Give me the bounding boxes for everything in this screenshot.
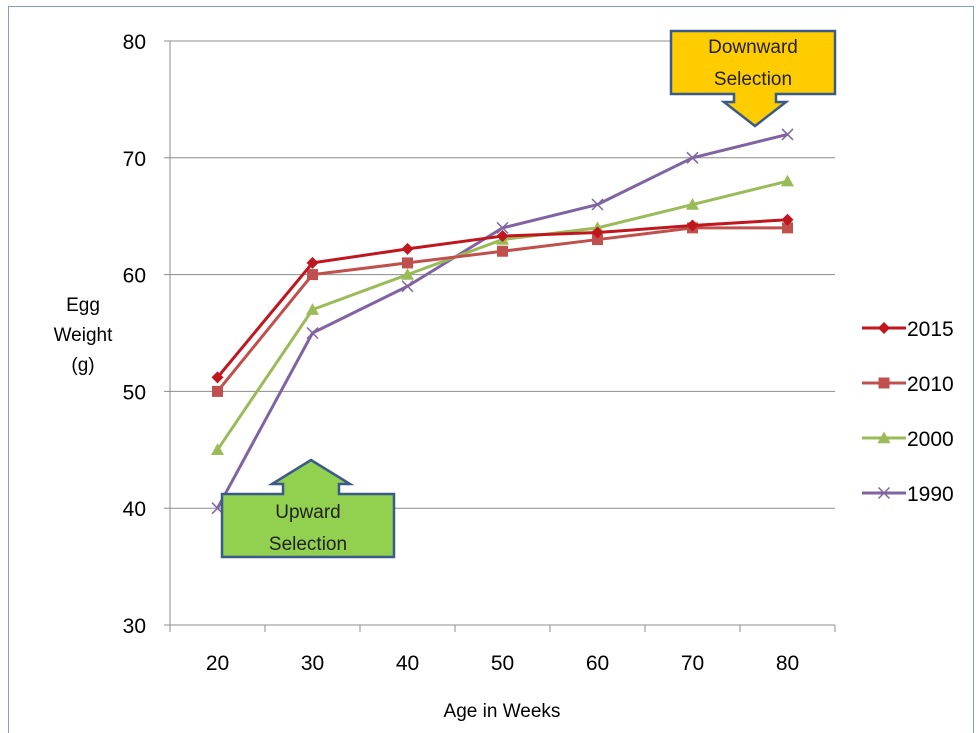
- axes: [164, 40, 836, 632]
- legend-marker-2015: [878, 322, 890, 334]
- y-tick-label-80: 80: [123, 31, 146, 54]
- x-tick-label-80: 80: [776, 652, 799, 675]
- point-2015-20: [211, 371, 224, 384]
- y-tick-label-40: 40: [123, 498, 146, 521]
- y-tick-label-60: 60: [123, 265, 146, 288]
- legend: 2015 2010 2000 1990: [862, 318, 954, 506]
- y-tick-label-30: 30: [123, 615, 146, 638]
- legend-label-1990: 1990: [907, 483, 954, 506]
- point-2010-80: [782, 222, 793, 234]
- y-tick-label-50: 50: [123, 381, 146, 404]
- y-axis-title-line-1: Egg: [66, 295, 100, 316]
- point-2015-30: [306, 256, 319, 269]
- point-2010-30: [307, 269, 318, 281]
- downward-selection-callout: Downward Selection: [669, 29, 837, 128]
- downward-callout-line-1: Downward: [708, 37, 798, 58]
- point-2015-50: [496, 230, 509, 243]
- point-2010-20: [212, 385, 223, 397]
- y-axis-title-line-3: (g): [71, 355, 94, 376]
- point-1990-80: [781, 128, 794, 141]
- upward-callout-line-2: Selection: [269, 534, 347, 555]
- point-2010-40: [402, 257, 413, 269]
- legend-marker-1990: [877, 486, 891, 500]
- series-2015: [211, 213, 794, 384]
- point-2010-50: [497, 245, 508, 257]
- tick-labels: 30 40 50 60 70 80 20 30 40 50 60 70 80: [123, 31, 800, 675]
- point-1990-50-stroke-b: [496, 221, 509, 234]
- series-2010: [212, 222, 793, 397]
- point-1990-80-stroke-b: [781, 128, 794, 141]
- point-1990-60-stroke-b: [591, 198, 604, 211]
- series-line-2000: [216, 179, 788, 451]
- y-tick-label-70: 70: [123, 148, 146, 171]
- x-tick-label-40: 40: [396, 652, 419, 675]
- chart-frame: [8, 6, 974, 733]
- point-2010-60: [592, 234, 603, 246]
- x-axis-title: Age in Weeks: [444, 701, 561, 722]
- point-2015-80: [781, 213, 794, 226]
- point-2000-70: [686, 198, 699, 210]
- point-1990-50: [496, 221, 509, 234]
- legend-label-2015: 2015: [907, 318, 954, 341]
- x-tick-label-20: 20: [206, 652, 229, 675]
- x-tick-label-50: 50: [491, 652, 514, 675]
- point-2015-40: [401, 242, 414, 255]
- upward-selection-callout: Upward Selection: [220, 458, 396, 559]
- point-1990-40-stroke-b: [401, 280, 414, 293]
- legend-label-2010: 2010: [907, 373, 954, 396]
- point-1990-30-stroke-b: [306, 326, 319, 340]
- point-1990-60: [591, 198, 604, 211]
- series-1990: [211, 128, 794, 515]
- point-2000-20: [211, 443, 224, 455]
- point-1990-30: [306, 326, 319, 340]
- legend-marker-2010: [878, 377, 890, 389]
- x-tick-label-70: 70: [681, 652, 704, 675]
- legend-item-2000: 2000: [862, 428, 954, 451]
- point-1990-70: [686, 151, 699, 164]
- legend-item-2015: 2015: [862, 318, 954, 341]
- legend-marker-2000: [877, 431, 891, 444]
- point-2000-40: [401, 268, 414, 280]
- downward-callout-line-2: Selection: [714, 69, 792, 90]
- point-1990-70-stroke-b: [686, 151, 699, 164]
- downward-callout-shape: [669, 29, 837, 128]
- x-tick-label-30: 30: [301, 652, 324, 675]
- point-1990-40: [401, 280, 414, 293]
- x-tick-label-60: 60: [586, 652, 609, 675]
- series-2000: [211, 174, 794, 455]
- y-axis-title-line-2: Weight: [54, 325, 114, 346]
- legend-item-1990: 1990: [862, 483, 954, 506]
- point-2015-70: [686, 219, 699, 232]
- point-2000-30: [306, 303, 319, 315]
- y-axis-title: Egg Weight (g): [54, 295, 114, 376]
- upward-callout-shape: [220, 458, 396, 559]
- series-group: [211, 128, 794, 515]
- legend-marker-1990-stroke-b: [877, 486, 891, 500]
- upward-callout-line-1: Upward: [275, 502, 340, 523]
- legend-label-2000: 2000: [907, 428, 954, 451]
- point-2000-80: [781, 174, 794, 187]
- legend-item-2010: 2010: [862, 373, 954, 396]
- point-2015-60: [591, 226, 604, 239]
